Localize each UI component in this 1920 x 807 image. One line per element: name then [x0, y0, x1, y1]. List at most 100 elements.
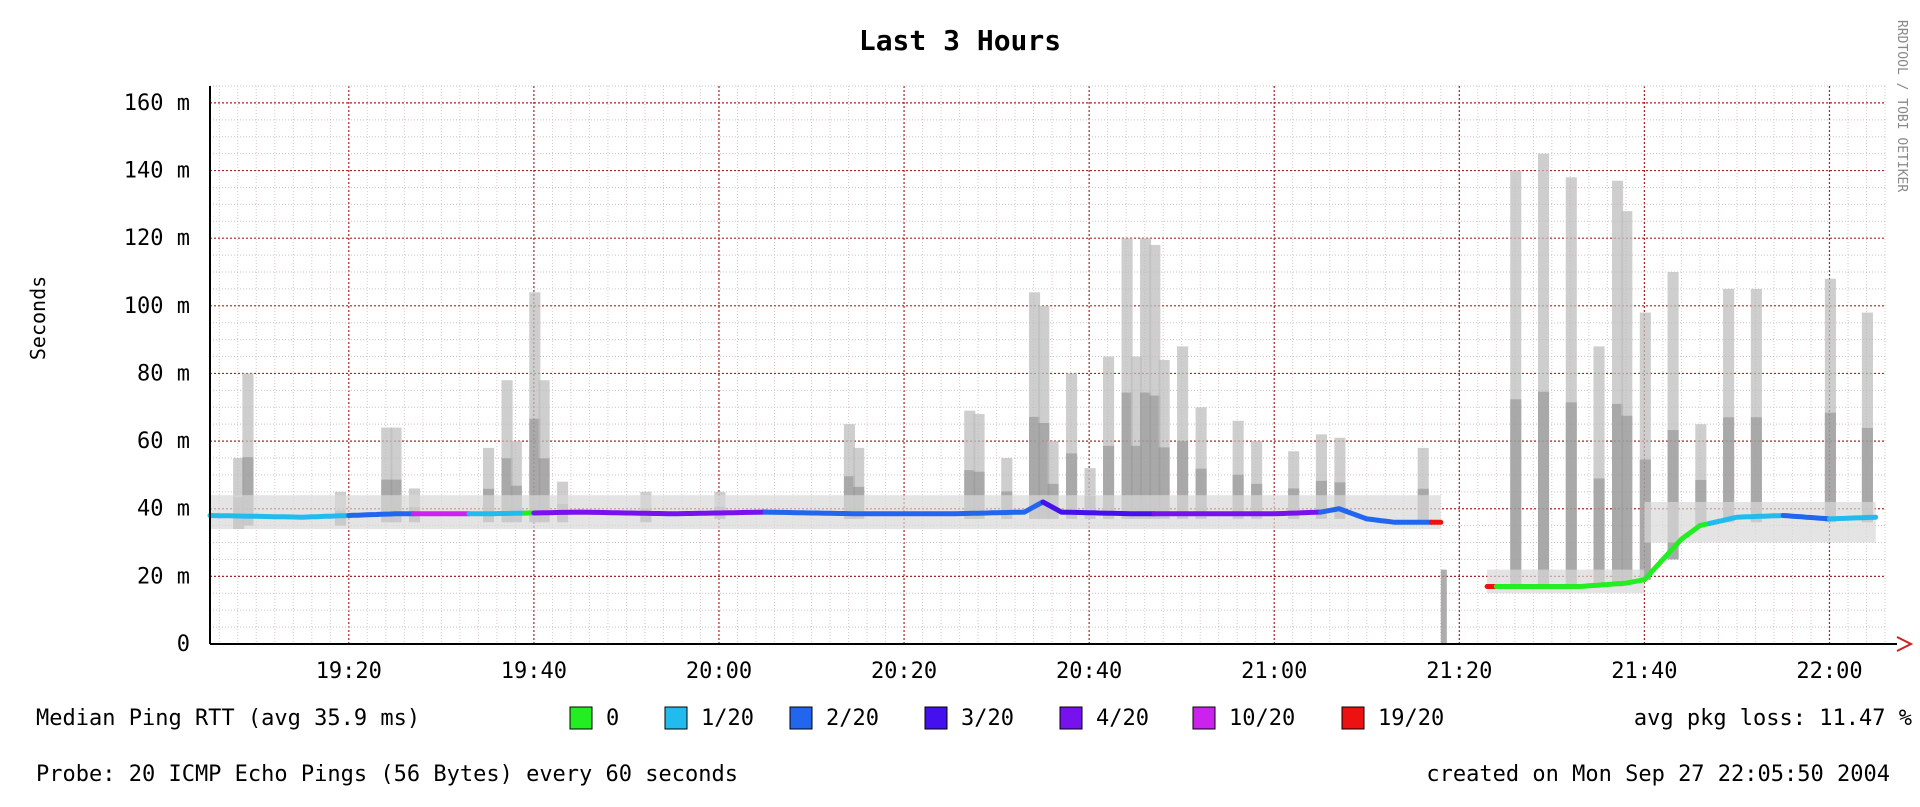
- smoke-spike-core: [1750, 417, 1762, 523]
- smoke-spike: [1195, 407, 1207, 519]
- median-segment: [466, 510, 528, 517]
- legend-swatch: [1059, 706, 1083, 730]
- y-tick-label: 0: [177, 632, 190, 657]
- y-tick-label: 20 m: [137, 564, 190, 589]
- smoke-spike-core: [1612, 403, 1624, 587]
- smoke-spike: [1232, 420, 1244, 519]
- smoke-spike-core: [1103, 445, 1115, 519]
- y-tick-label: 100 m: [124, 294, 190, 319]
- smoke-spike: [233, 458, 245, 530]
- smoke-spike: [1750, 288, 1762, 523]
- smoke-spike: [1149, 244, 1161, 519]
- x-tick-label: 19:40: [501, 659, 567, 684]
- smoke-spike: [1621, 211, 1633, 584]
- legend-label: 0: [606, 706, 619, 731]
- smoke-spike: [1510, 170, 1522, 587]
- smoke-spike-core: [1195, 468, 1207, 519]
- smoke-spike: [1667, 272, 1679, 560]
- x-axis-arrow: [1896, 636, 1914, 652]
- x-tick-label: 20:00: [686, 659, 752, 684]
- smoke-spike: [1861, 312, 1873, 523]
- legend-label: 2/20: [826, 706, 879, 731]
- smoke-spike: [242, 373, 254, 526]
- footer-created: created on Mon Sep 27 22:05:50 2004: [1426, 762, 1890, 787]
- smoke-spike: [390, 427, 402, 523]
- smoke-spike: [1334, 437, 1346, 519]
- smoke-spike: [538, 380, 550, 523]
- smoke-spike: [1084, 468, 1096, 519]
- smoke-spike: [1038, 305, 1050, 519]
- legend-loss-levels: 0 1/20 2/20 3/20 4/20 10/20 19/20: [569, 706, 1444, 731]
- legend-swatch: [569, 706, 593, 730]
- smoke-spike: [1177, 346, 1189, 519]
- smoke-spike-core: [1177, 441, 1189, 519]
- smoke-spike: [1824, 278, 1836, 523]
- smoke-spike-core: [1667, 430, 1679, 560]
- smoke-spike-core: [1121, 392, 1133, 519]
- smoke-spike: [381, 427, 393, 523]
- smoke-spike-core: [1130, 445, 1142, 519]
- smoke-spike: [1565, 177, 1577, 587]
- smoke-spike-core: [1149, 395, 1161, 519]
- axes: [209, 86, 1914, 652]
- smoke-spike: [1695, 424, 1707, 526]
- x-tick-label: 22:00: [1796, 659, 1862, 684]
- smoke-spike-core: [1066, 453, 1078, 519]
- y-tick-label: 140 m: [124, 159, 190, 184]
- smoke-spike: [501, 380, 513, 523]
- median-segment: [1151, 509, 1323, 517]
- smoke-spike: [1121, 238, 1133, 519]
- smoke-spike: [1723, 288, 1735, 523]
- smoke-spike: [1417, 447, 1429, 523]
- outage-marker: [1440, 569, 1447, 644]
- y-tick-label: 160 m: [124, 91, 190, 116]
- median-segment: [1318, 506, 1434, 525]
- smoke-spike: [482, 447, 495, 523]
- smoke-spike-core: [1593, 478, 1605, 587]
- smoke-spike: [843, 424, 856, 519]
- smoke-spike-core: [1158, 447, 1170, 519]
- footer-probe: Probe: 20 ICMP Echo Pings (56 Bytes) eve…: [36, 762, 738, 787]
- median-line: [207, 499, 1879, 589]
- x-tick-label: 21:40: [1611, 659, 1677, 684]
- smoke-spike-core: [1028, 416, 1041, 519]
- legend-label: 3/20: [961, 706, 1014, 731]
- smoke-spike: [1066, 373, 1078, 519]
- smoke-spike-core: [1140, 392, 1152, 519]
- smoke-spike-core: [1565, 402, 1577, 587]
- y-axis-label: Seconds: [26, 276, 50, 360]
- smoke-spike: [1315, 434, 1327, 519]
- median-segment: [1040, 499, 1157, 517]
- smoke-spike: [1158, 359, 1170, 519]
- smoke-spike-core: [964, 470, 976, 519]
- legend-swatch: [1192, 706, 1216, 730]
- y-tick-label: 80 m: [137, 361, 190, 386]
- smoke-spike: [1612, 180, 1624, 587]
- smoke-spikes: [210, 153, 1876, 644]
- smoke-spike-core: [538, 458, 550, 523]
- smoke-band: [1644, 501, 1876, 543]
- smoke-spike: [1251, 441, 1263, 519]
- y-tick-label: 120 m: [124, 226, 190, 251]
- smoke-spike-core: [1824, 412, 1836, 523]
- y-tick-label: 60 m: [137, 429, 190, 454]
- x-tick-label: 21:20: [1426, 659, 1492, 684]
- smoke-spike-core: [501, 458, 513, 523]
- median-segment: [1706, 513, 1786, 526]
- legend-swatch: [664, 706, 688, 730]
- median-segment: [1493, 557, 1666, 589]
- smoke-spike: [1639, 312, 1651, 580]
- median-segment: [207, 513, 352, 520]
- smoke-spike-core: [1621, 415, 1633, 584]
- legend-swatch: [789, 706, 813, 730]
- smoke-spike: [1047, 441, 1059, 519]
- watermark: RRDTOOL / TOBI OETIKER: [1894, 20, 1909, 192]
- legend-label: 19/20: [1378, 706, 1444, 731]
- smoke-spike-core: [1510, 399, 1522, 587]
- smoke-spike: [1130, 356, 1142, 519]
- legend-label: 4/20: [1096, 706, 1149, 731]
- smoke-spike: [510, 441, 522, 523]
- smoke-spike-core: [1723, 417, 1735, 523]
- x-tick-label: 20:40: [1056, 659, 1122, 684]
